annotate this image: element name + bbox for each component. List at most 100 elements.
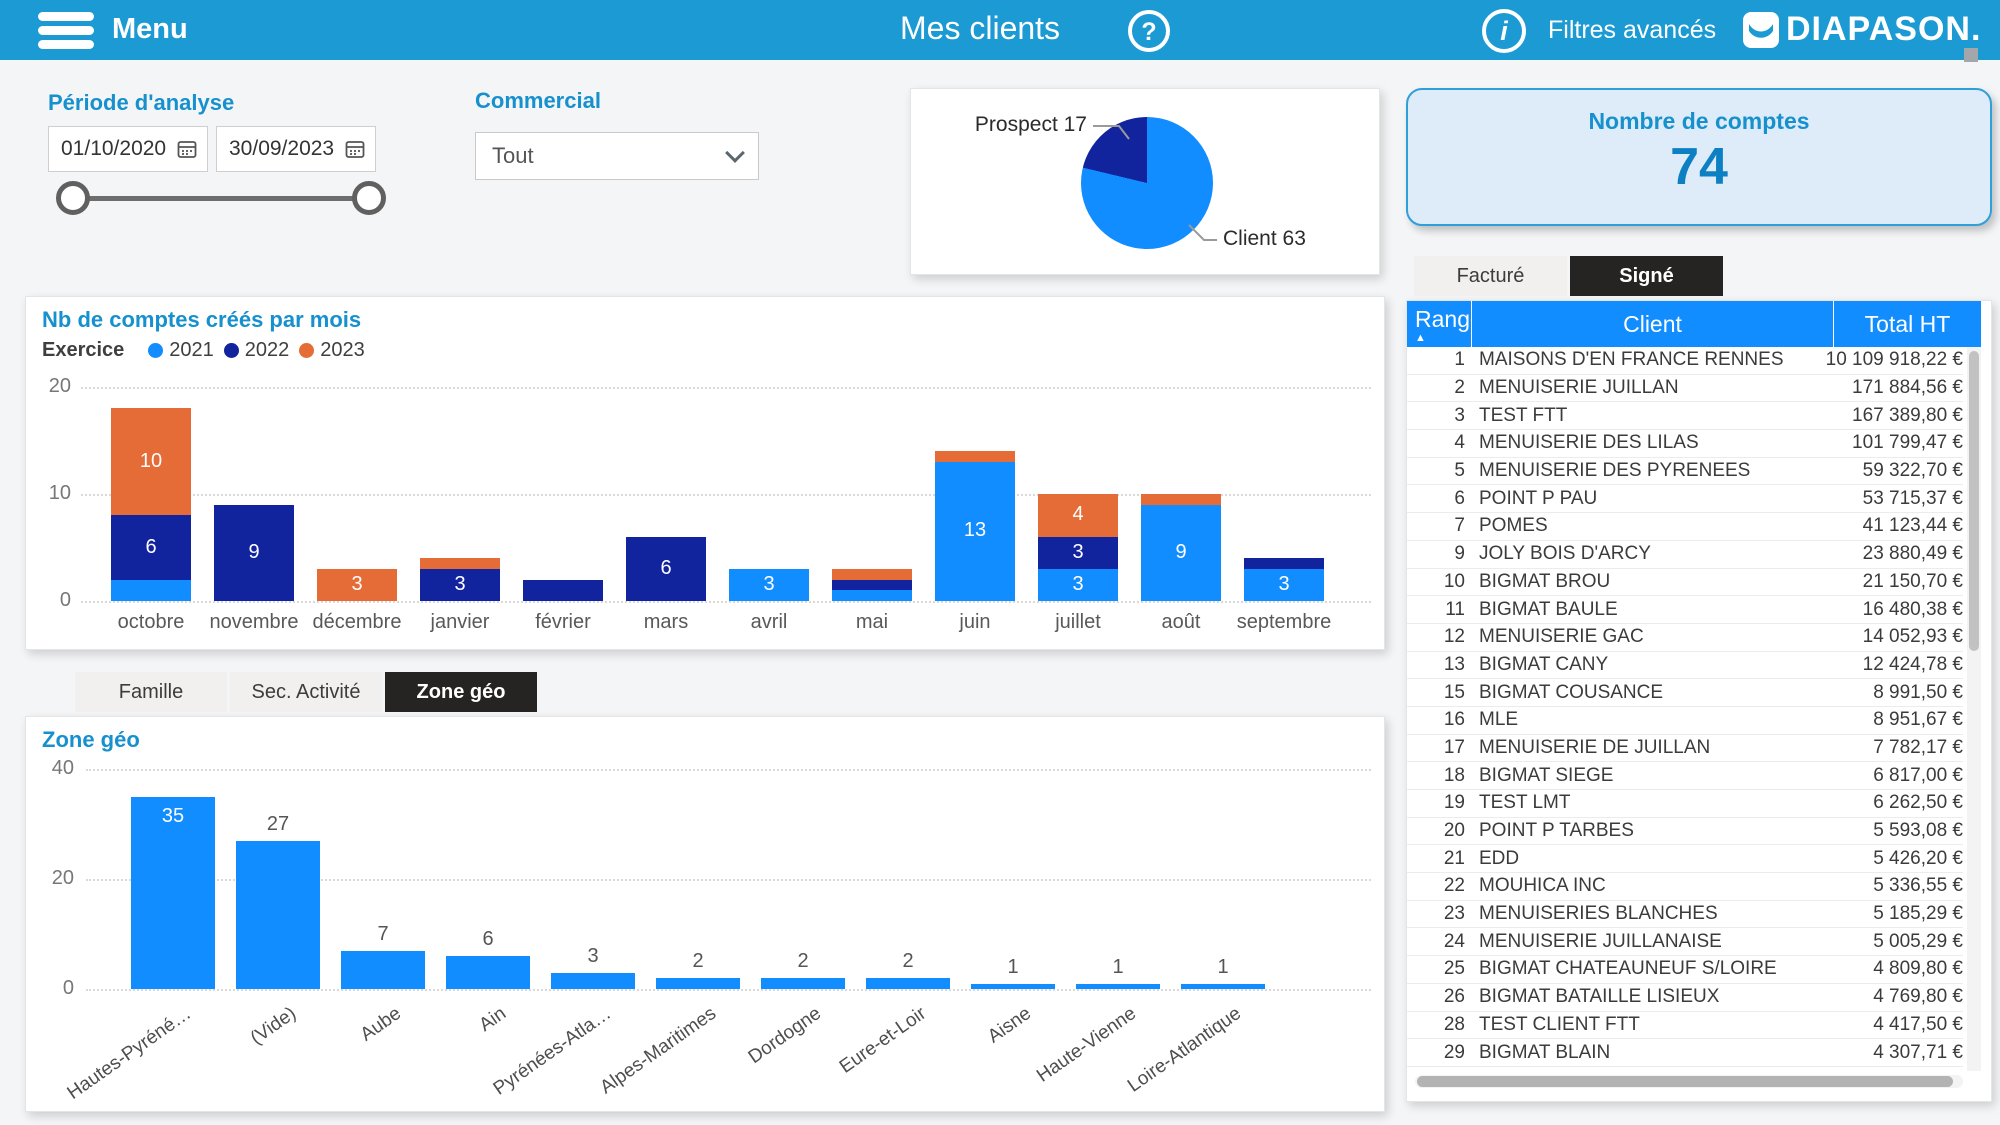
table-row[interactable]: 5 MENUISERIE DES PYRENEES 59 322,70 €	[1407, 458, 1963, 486]
menu-label[interactable]: Menu	[112, 13, 188, 45]
calendar-icon[interactable]	[345, 139, 365, 159]
table-row[interactable]: 2 MENUISERIE JUILLAN 171 884,56 €	[1407, 375, 1963, 403]
legend-label-2023[interactable]: 2023	[320, 339, 365, 361]
calendar-icon[interactable]	[177, 139, 197, 159]
bar-juin-2023[interactable]	[935, 451, 1015, 462]
cell-rang: 17	[1443, 736, 1465, 758]
bar-(Vide)[interactable]	[236, 840, 320, 989]
hamburger-menu-icon[interactable]	[38, 12, 94, 49]
table-row[interactable]: 16 MLE 8 951,67 €	[1407, 707, 1963, 735]
bar-juillet-2022[interactable]	[1038, 536, 1118, 569]
bar-Aisne[interactable]	[971, 983, 1055, 989]
bar-août-2023[interactable]	[1141, 494, 1221, 505]
table-row[interactable]: 20 POINT P TARBES 5 593,08 €	[1407, 818, 1963, 846]
column-header-total[interactable]: Total HT	[1833, 301, 1981, 347]
column-header-rang[interactable]: Rang ▲	[1415, 305, 1470, 344]
legend-dot-2023[interactable]	[299, 343, 315, 358]
tab-famille[interactable]: Famille	[75, 672, 227, 712]
bar-juillet-2021[interactable]	[1038, 568, 1118, 601]
bar-Hautes-Pyréné…[interactable]	[131, 796, 215, 989]
table-row[interactable]: 21 EDD 5 426,20 €	[1407, 845, 1963, 874]
bar-Pyrénées-Atla…[interactable]	[551, 972, 635, 989]
advanced-filters-button[interactable]: Filtres avancés	[1548, 16, 1717, 44]
table-row[interactable]: 13 BIGMAT CANY 12 424,78 €	[1407, 652, 1963, 680]
table-row[interactable]: 19 TEST LMT 6 262,50 €	[1407, 790, 1963, 818]
help-icon[interactable]: ?	[1128, 10, 1170, 52]
legend-dot-2021[interactable]	[148, 343, 164, 358]
bar-décembre-2023[interactable]	[317, 568, 397, 601]
bar-juin-2021[interactable]	[935, 461, 1015, 601]
table-row[interactable]: 22 MOUHICA INC 5 336,55 €	[1407, 873, 1963, 901]
bar-octobre-2022[interactable]	[111, 515, 191, 580]
table-row[interactable]: 24 MENUISERIE JUILLANAISE 5 005,29 €	[1407, 928, 1963, 957]
bar-mai-2021[interactable]	[832, 590, 912, 601]
table-row[interactable]: 9 JOLY BOIS D'ARCY 23 880,49 €	[1407, 541, 1963, 569]
table-row[interactable]: 12 MENUISERIE GAC 14 052,93 €	[1407, 624, 1963, 652]
cell-total: 16 480,38 €	[1862, 598, 1963, 620]
bar-janvier-2023[interactable]	[420, 558, 500, 569]
slider-handle-right[interactable]	[352, 181, 386, 215]
table-row[interactable]: 28 TEST CLIENT FTT 4 417,50 €	[1407, 1012, 1963, 1040]
cell-rang: 1	[1454, 349, 1465, 371]
bar-Dordogne[interactable]	[761, 978, 845, 989]
bar-juillet-2023[interactable]	[1038, 494, 1118, 537]
date-range-slider[interactable]	[72, 196, 370, 201]
date-to-input[interactable]: 30/09/2023	[216, 126, 376, 172]
table-row[interactable]: 11 BIGMAT BAULE 16 480,38 €	[1407, 596, 1963, 624]
bar-Loire-Atlantique[interactable]	[1181, 983, 1265, 989]
legend-label-2021[interactable]: 2021	[169, 339, 214, 361]
table-row[interactable]: 25 BIGMAT CHATEAUNEUF S/LOIRE 4 809,80 €	[1407, 956, 1963, 984]
table-row[interactable]: 23 MENUISERIES BLANCHES 5 185,29 €	[1407, 901, 1963, 929]
date-to-value[interactable]: 30/09/2023	[229, 137, 335, 160]
bar-mai-2023[interactable]	[832, 568, 912, 580]
table-row[interactable]: 4 MENUISERIE DES LILAS 101 799,47 €	[1407, 430, 1963, 458]
toggle-signe[interactable]: Signé	[1570, 256, 1723, 296]
table-row[interactable]: 26 BIGMAT BATAILLE LISIEUX 4 769,80 €	[1407, 984, 1963, 1012]
table-row[interactable]: 7 POMES 41 123,44 €	[1407, 513, 1963, 541]
bar-avril-2021[interactable]	[729, 568, 809, 601]
app-header: Menu Mes clients ? i Filtres avancés DIA…	[0, 0, 2000, 62]
bar-octobre-2021[interactable]	[111, 579, 191, 601]
toggle-facture[interactable]: Facturé	[1414, 256, 1567, 296]
bar-mars-2022[interactable]	[626, 536, 706, 601]
bar-Alpes-Maritimes[interactable]	[656, 978, 740, 989]
info-icon[interactable]: i	[1482, 9, 1526, 53]
table-row[interactable]: 10 BIGMAT BROU 21 150,70 €	[1407, 569, 1963, 597]
table-row[interactable]: 6 POINT P PAU 53 715,37 €	[1407, 485, 1963, 514]
horizontal-scrollbar[interactable]	[1415, 1075, 1963, 1088]
table-row[interactable]: 17 MENUISERIE DE JUILLAN 7 782,17 €	[1407, 735, 1963, 763]
horizontal-scrollbar-thumb[interactable]	[1417, 1076, 1953, 1087]
cell-total: 6 262,50 €	[1873, 792, 1963, 814]
table-row[interactable]: 1 MAISONS D'EN FRANCE RENNES 10 109 918,22…	[1407, 347, 1963, 375]
vertical-scrollbar[interactable]	[1967, 347, 1981, 1071]
bar-janvier-2022[interactable]	[420, 568, 500, 601]
bar-value-label: 9	[1175, 540, 1187, 563]
legend-label-2022[interactable]: 2022	[244, 339, 290, 361]
table-row[interactable]: 18 BIGMAT SIEGE 6 817,00 €	[1407, 762, 1963, 790]
column-header-client[interactable]: Client	[1471, 301, 1833, 347]
bar-février-2022[interactable]	[523, 579, 603, 601]
slider-handle-left[interactable]	[56, 181, 90, 215]
bar-mai-2022[interactable]	[832, 579, 912, 591]
date-from-input[interactable]: 01/10/2020	[48, 126, 208, 172]
table-row[interactable]: 3 TEST FTT 167 389,80 €	[1407, 402, 1963, 431]
bar-septembre-2022[interactable]	[1244, 558, 1324, 569]
table-row[interactable]: 15 BIGMAT COUSANCE 8 991,50 €	[1407, 679, 1963, 707]
bar-Haute-Vienne[interactable]	[1076, 983, 1160, 989]
bar-Aube[interactable]	[341, 950, 425, 989]
bar-août-2021[interactable]	[1141, 504, 1221, 601]
bar-septembre-2021[interactable]	[1244, 568, 1324, 601]
cell-total: 10 109 918,22 €	[1825, 349, 1963, 371]
tab-zone-geo[interactable]: Zone géo	[385, 672, 537, 712]
bar-Ain[interactable]	[446, 956, 530, 989]
date-from-value[interactable]: 01/10/2020	[61, 137, 167, 160]
legend-dot-2022[interactable]	[223, 343, 239, 358]
table-row[interactable]: 29 BIGMAT BLAIN 4 307,71 €	[1407, 1039, 1963, 1067]
vertical-scrollbar-thumb[interactable]	[1969, 351, 1979, 651]
commercial-dropdown[interactable]: Tout	[475, 132, 759, 180]
bar-octobre-2023[interactable]	[111, 408, 191, 516]
bar-novembre-2022[interactable]	[214, 504, 294, 601]
sort-ascending-icon[interactable]: ▲	[1415, 331, 1426, 344]
bar-Eure-et-Loir[interactable]	[866, 978, 950, 989]
tab-sec-activite[interactable]: Sec. Activité	[230, 672, 382, 712]
